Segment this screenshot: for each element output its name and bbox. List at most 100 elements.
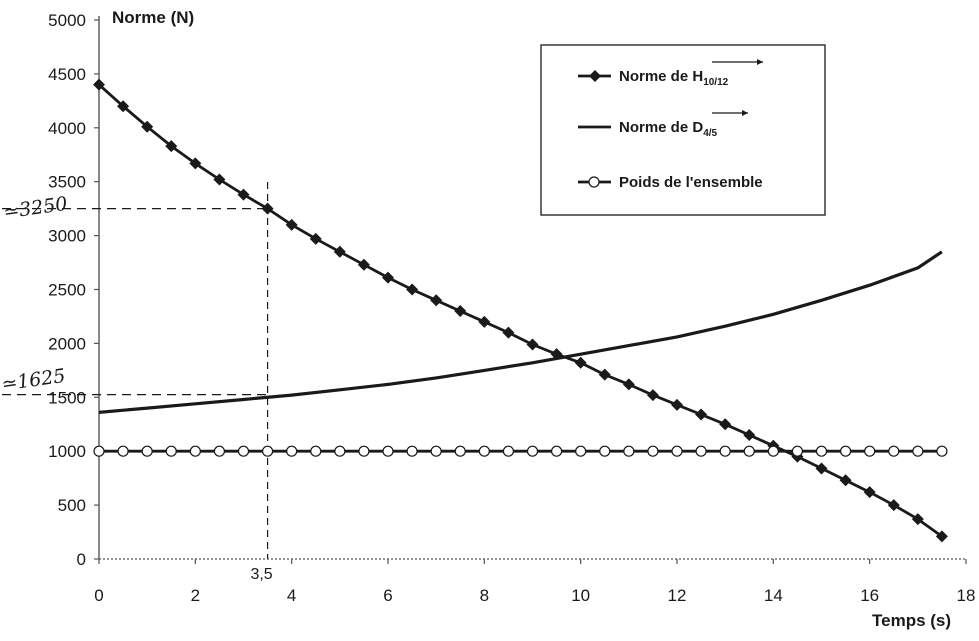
y-tick-label: 2000: [48, 334, 86, 353]
diamond-marker: [357, 258, 370, 271]
series-group: [93, 78, 948, 543]
circle-marker: [767, 445, 779, 457]
diamond-marker: [887, 499, 900, 512]
x-tick-label: 2: [191, 586, 200, 605]
x-tick-label: 12: [668, 586, 687, 605]
diamond-marker: [213, 173, 226, 186]
diamond-marker: [261, 202, 274, 215]
circle-marker: [550, 445, 563, 457]
diamond-marker: [117, 100, 130, 113]
y-tick-label: 5000: [48, 11, 86, 30]
circle-marker: [478, 445, 490, 457]
circle-marker: [406, 445, 418, 457]
series-2: [98, 250, 943, 414]
y-tick-label: 2500: [48, 281, 86, 300]
circle-marker: [165, 445, 177, 457]
diamond-marker: [430, 294, 443, 307]
circle-marker: [454, 445, 466, 457]
x-tick-label: 18: [957, 586, 976, 605]
diamond-marker: [815, 462, 828, 475]
y-tick-label: 1500: [48, 388, 86, 407]
circle-marker: [599, 445, 611, 457]
circle-marker: [117, 445, 129, 457]
vector-arrow-head: [757, 59, 763, 65]
circle-marker: [261, 445, 274, 457]
y-tick-label: 3500: [48, 173, 86, 192]
circle-marker: [864, 445, 876, 457]
diamond-marker: [189, 157, 202, 170]
diamond-marker: [935, 530, 948, 543]
circle-marker: [93, 445, 105, 457]
diamond-marker: [165, 140, 178, 153]
circle-marker: [189, 445, 201, 457]
circle-marker: [671, 445, 683, 457]
circle-marker: [358, 445, 370, 457]
diamond-marker: [406, 283, 419, 296]
circle-marker: [382, 445, 394, 457]
diamond-marker: [863, 486, 876, 499]
diamond-marker: [526, 338, 539, 351]
diamond-marker: [237, 188, 250, 201]
circle-marker: [719, 445, 731, 457]
circle-marker: [310, 445, 322, 457]
legend-item: Norme de H10/12: [578, 59, 763, 88]
diamond-marker: [911, 513, 924, 526]
diamond-marker: [502, 326, 515, 339]
legend-label: Norme de H10/12: [619, 68, 729, 88]
legend-label: Norme de D4/5: [619, 119, 718, 139]
legend-item: Norme de D4/5: [578, 110, 748, 139]
circle-marker: [695, 445, 707, 457]
axes: 0 500 1000 1500 2000 2500 3000 3500 4000 4500 5000…: [48, 11, 975, 605]
circle-marker: [588, 176, 600, 188]
x-tick-label: 16: [860, 586, 879, 605]
y-tick-label: 500: [58, 496, 86, 515]
y-tick-label: 4500: [48, 65, 86, 84]
series-line: [98, 250, 943, 414]
diamond-marker: [839, 474, 852, 487]
x-tick-label: 6: [383, 586, 392, 605]
circle-marker: [888, 445, 900, 457]
circle-marker: [623, 445, 635, 457]
diamond-marker: [671, 398, 683, 411]
diamond-marker: [719, 418, 732, 431]
diamond-marker: [333, 245, 346, 258]
diamond-marker: [285, 218, 298, 231]
circle-marker: [141, 445, 153, 457]
diamond-marker: [646, 389, 659, 402]
y-tick-label: 4000: [48, 119, 86, 138]
circle-marker: [839, 445, 852, 457]
x-axis-title: Temps (s): [872, 611, 951, 630]
circle-marker: [213, 445, 226, 457]
circle-marker: [936, 445, 948, 457]
legend-item: Poids de l'ensemble: [578, 174, 763, 191]
y-tick-label: 1000: [48, 442, 86, 461]
legend-box: [540, 44, 826, 216]
diamond-marker: [574, 356, 587, 369]
vector-arrow-head: [742, 110, 748, 116]
legend-label: Poids de l'ensemble: [619, 174, 763, 191]
circle-marker: [237, 445, 250, 457]
x-tick-label: 0: [94, 586, 103, 605]
y-tick-label: 0: [77, 550, 86, 569]
x-tick-label: 14: [764, 586, 783, 605]
y-axis-title: Norme (N): [112, 8, 194, 27]
x-tick-label: 10: [571, 586, 590, 605]
circle-marker: [430, 445, 442, 457]
circle-marker: [575, 445, 587, 457]
circle-marker: [743, 445, 755, 457]
x-tick-label: 4: [287, 586, 296, 605]
diamond-marker: [695, 408, 708, 421]
legend: Norme de H10/12 Norme de D4/5 Poids de l'e…: [540, 44, 826, 216]
diamond-marker: [743, 429, 756, 442]
circle-marker: [526, 445, 539, 457]
diamond-marker: [622, 378, 635, 391]
series-3: [93, 445, 948, 457]
diamond-marker: [141, 120, 154, 133]
circle-marker: [791, 445, 804, 457]
series-1: [93, 78, 948, 543]
diamond-marker: [454, 305, 467, 318]
circle-marker: [912, 445, 924, 457]
x-tick-label: 8: [480, 586, 489, 605]
